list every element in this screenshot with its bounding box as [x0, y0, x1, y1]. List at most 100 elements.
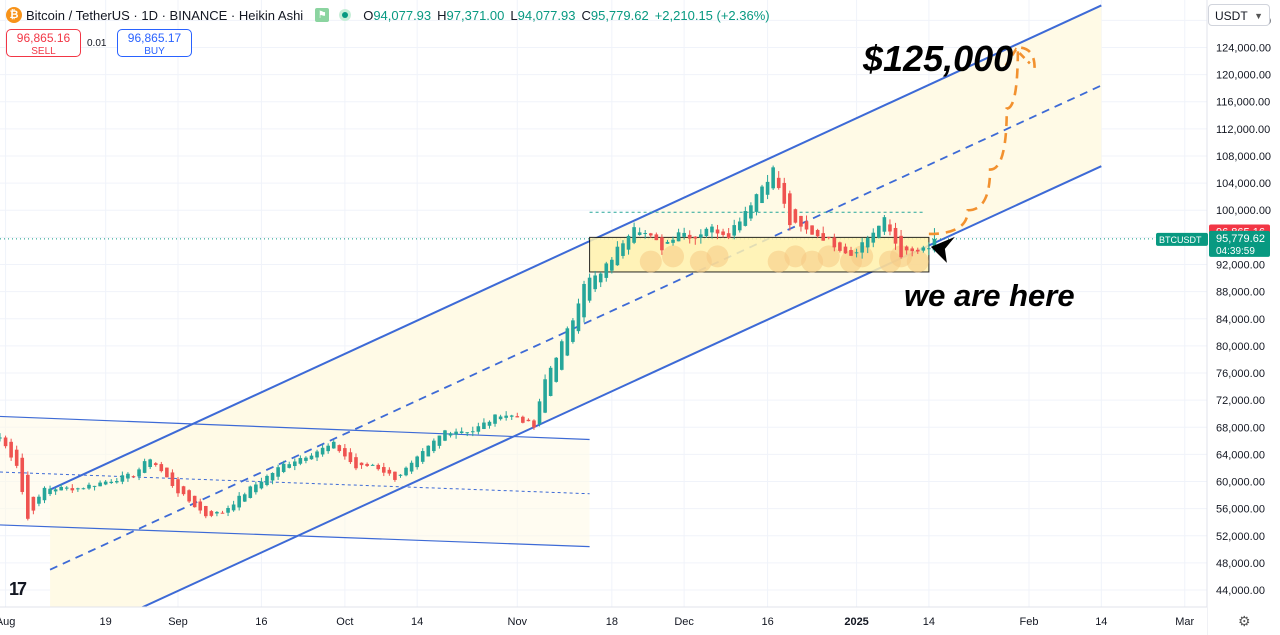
candle-body[interactable]	[31, 496, 36, 511]
sell-button[interactable]: 96,865.16 SELL	[6, 29, 81, 57]
candle-body[interactable]	[671, 239, 675, 243]
price-tick-label[interactable]: 100,000.00	[1216, 205, 1271, 217]
annotations[interactable]: $125,000 we are here	[862, 38, 1075, 313]
candle-body[interactable]	[187, 490, 191, 502]
candle-body[interactable]	[865, 237, 870, 248]
candle-body[interactable]	[231, 504, 236, 511]
candle-body[interactable]	[904, 246, 909, 251]
candle-body[interactable]	[598, 273, 603, 283]
candle-body[interactable]	[376, 464, 381, 470]
candle-body[interactable]	[493, 414, 497, 424]
candle-body[interactable]	[699, 234, 703, 238]
candle-body[interactable]	[571, 320, 575, 342]
candle-body[interactable]	[621, 243, 625, 256]
candle-body[interactable]	[687, 234, 692, 239]
candle-body[interactable]	[854, 252, 859, 254]
candle-body[interactable]	[53, 489, 58, 492]
time-tick-label[interactable]: 2025	[844, 616, 868, 628]
candle-body[interactable]	[309, 455, 314, 460]
candle-body[interactable]	[648, 233, 653, 236]
candle-body[interactable]	[899, 235, 903, 258]
candle-body[interactable]	[593, 275, 597, 290]
candle-body[interactable]	[48, 488, 52, 495]
candle-body[interactable]	[420, 451, 425, 462]
candle-body[interactable]	[348, 452, 353, 463]
candle-body[interactable]	[498, 416, 503, 420]
candle-body[interactable]	[320, 447, 325, 455]
candle-body[interactable]	[454, 431, 458, 435]
candle-body[interactable]	[776, 177, 781, 189]
tradingview-logo-icon[interactable]: 17	[9, 579, 27, 599]
time-tick-label[interactable]: 16	[255, 616, 267, 628]
candle-body[interactable]	[365, 463, 369, 466]
candle-body[interactable]	[209, 511, 214, 516]
candle-body[interactable]	[220, 512, 225, 514]
candle-body[interactable]	[882, 217, 887, 232]
candle-body[interactable]	[760, 186, 764, 204]
candle-body[interactable]	[782, 182, 787, 204]
candle-body[interactable]	[437, 435, 442, 446]
candle-body[interactable]	[532, 420, 536, 428]
candle-body[interactable]	[326, 445, 330, 452]
candle-body[interactable]	[248, 486, 253, 498]
candle-body[interactable]	[526, 419, 531, 422]
candle-body[interactable]	[721, 231, 725, 235]
candle-body[interactable]	[832, 237, 837, 248]
candle-body[interactable]	[120, 475, 125, 482]
support-zone[interactable]	[589, 236, 930, 273]
symbol-header[interactable]: ₿ Bitcoin / TetherUS · 1D · BINANCE · He…	[6, 5, 776, 25]
candle-body[interactable]	[354, 457, 358, 469]
candle-body[interactable]	[459, 431, 464, 434]
candle-body[interactable]	[381, 467, 386, 473]
time-tick-label[interactable]: Nov	[508, 616, 528, 628]
candle-body[interactable]	[821, 233, 826, 241]
price-tick-label[interactable]: 104,000.00	[1216, 178, 1271, 190]
candle-body[interactable]	[754, 194, 759, 212]
candle-body[interactable]	[793, 209, 798, 223]
candle-body[interactable]	[587, 277, 592, 301]
candle-body[interactable]	[159, 464, 164, 472]
candle-body[interactable]	[409, 462, 414, 472]
candle-body[interactable]	[509, 415, 514, 417]
candle-body[interactable]	[26, 474, 30, 519]
candle-body[interactable]	[9, 441, 13, 458]
time-tick-label[interactable]: 14	[411, 616, 423, 628]
price-tick-label[interactable]: 44,000.00	[1216, 585, 1265, 597]
candle-body[interactable]	[682, 232, 686, 237]
candle-body[interactable]	[443, 430, 447, 441]
candle-body[interactable]	[215, 511, 219, 514]
price-tick-label[interactable]: 60,000.00	[1216, 477, 1265, 489]
candle-body[interactable]	[637, 232, 642, 235]
price-tick-label[interactable]: 52,000.00	[1216, 531, 1265, 543]
price-tick-label[interactable]: 68,000.00	[1216, 422, 1265, 434]
price-tick-label[interactable]: 120,000.00	[1216, 70, 1271, 82]
candle-body[interactable]	[470, 431, 475, 433]
candle-body[interactable]	[393, 471, 397, 480]
candle-body[interactable]	[804, 221, 809, 230]
price-tick-label[interactable]: 72,000.00	[1216, 395, 1265, 407]
candle-body[interactable]	[426, 445, 431, 457]
candle-body[interactable]	[799, 215, 803, 227]
candle-body[interactable]	[37, 496, 41, 504]
candle-body[interactable]	[643, 233, 648, 235]
candle-body[interactable]	[932, 238, 937, 251]
candle-body[interactable]	[871, 232, 876, 243]
candle-body[interactable]	[515, 416, 520, 418]
candle-body[interactable]	[170, 472, 175, 486]
price-tick-label[interactable]: 108,000.00	[1216, 151, 1271, 163]
candle-body[interactable]	[64, 487, 69, 489]
candle-body[interactable]	[165, 467, 169, 478]
candle-body[interactable]	[304, 457, 308, 461]
candle-body[interactable]	[331, 441, 336, 449]
candle-body[interactable]	[693, 236, 698, 239]
candle-body[interactable]	[743, 211, 748, 226]
candle-body[interactable]	[287, 464, 292, 468]
candle-body[interactable]	[359, 462, 364, 466]
candle-body[interactable]	[76, 488, 80, 490]
candle-body[interactable]	[398, 474, 403, 476]
candle-body[interactable]	[237, 495, 241, 508]
candle-body[interactable]	[448, 433, 453, 436]
time-tick-label[interactable]: Mar	[1175, 616, 1194, 628]
candle-body[interactable]	[153, 463, 158, 465]
